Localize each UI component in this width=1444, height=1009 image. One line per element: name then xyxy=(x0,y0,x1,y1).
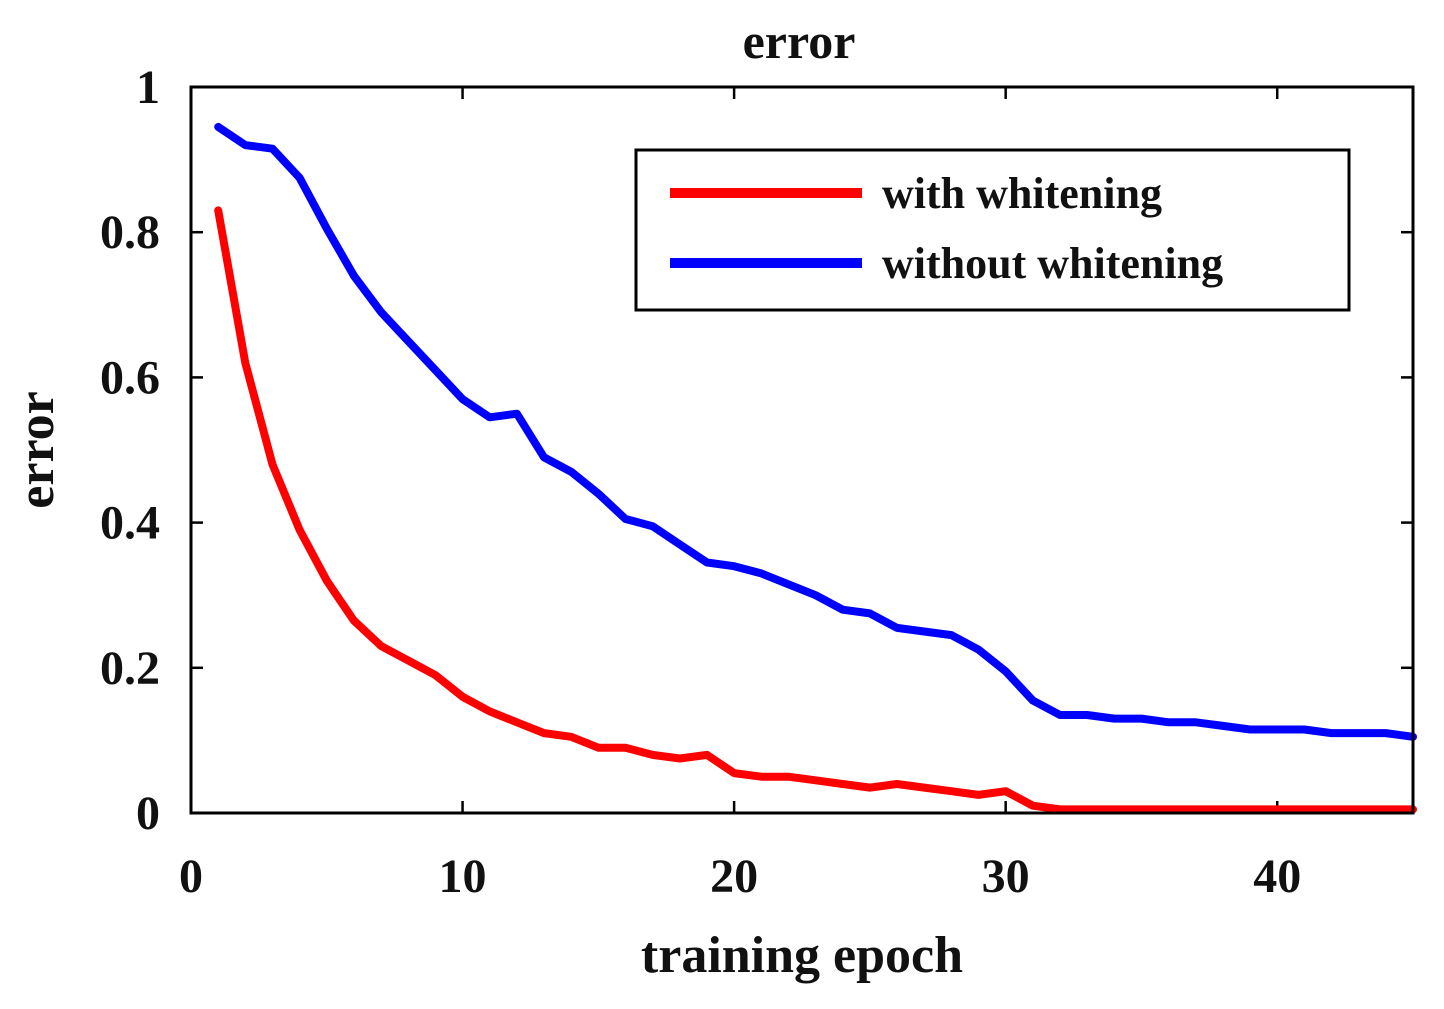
series-line-without-whitening xyxy=(214,122,1417,741)
y-tick-label: 0.6 xyxy=(100,351,160,404)
x-tick-label: 40 xyxy=(1253,850,1301,903)
x-axis-label: training epoch xyxy=(641,927,963,984)
x-tick-label: 20 xyxy=(710,850,758,903)
legend-box xyxy=(634,148,1351,312)
x-tick-label: 10 xyxy=(439,850,487,903)
x-tick-label: 0 xyxy=(179,850,203,903)
y-tick-label: 0.8 xyxy=(100,206,160,259)
series-line-with-whitening xyxy=(214,206,1417,814)
y-axis-label: error xyxy=(8,391,65,508)
legend-label-with-whitening: with whitening xyxy=(882,169,1162,218)
plot-frame xyxy=(189,85,1415,815)
y-tick-label: 1 xyxy=(136,61,160,114)
chart-title: error xyxy=(743,13,856,69)
y-tick-labels: 0 0.2 0.4 0.6 0.8 1 xyxy=(100,61,160,840)
x-tick-label: 30 xyxy=(982,850,1030,903)
y-tick-label: 0 xyxy=(136,787,160,840)
legend-label-without-whitening: without whitening xyxy=(882,239,1223,288)
y-tick-label: 0.4 xyxy=(100,497,160,550)
x-tick-labels: 0 10 20 30 40 xyxy=(179,850,1301,903)
series-layer xyxy=(214,122,1417,814)
legend: with whitening without whitening xyxy=(634,148,1351,312)
y-tick-label: 0.2 xyxy=(100,642,160,695)
